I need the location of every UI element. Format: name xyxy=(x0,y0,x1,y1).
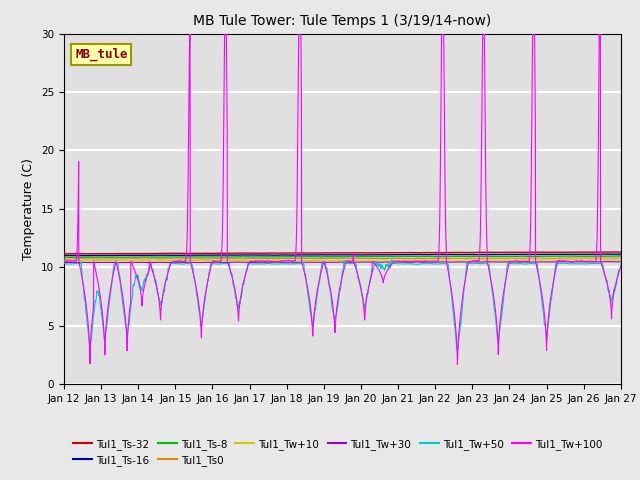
Legend: Tul1_Ts-32, Tul1_Ts-16, Tul1_Ts-8, Tul1_Ts0, Tul1_Tw+10, Tul1_Tw+30, Tul1_Tw+50,: Tul1_Ts-32, Tul1_Ts-16, Tul1_Ts-8, Tul1_… xyxy=(69,435,606,470)
Title: MB Tule Tower: Tule Temps 1 (3/19/14-now): MB Tule Tower: Tule Temps 1 (3/19/14-now… xyxy=(193,14,492,28)
Text: MB_tule: MB_tule xyxy=(75,48,127,61)
Y-axis label: Temperature (C): Temperature (C) xyxy=(22,158,35,260)
